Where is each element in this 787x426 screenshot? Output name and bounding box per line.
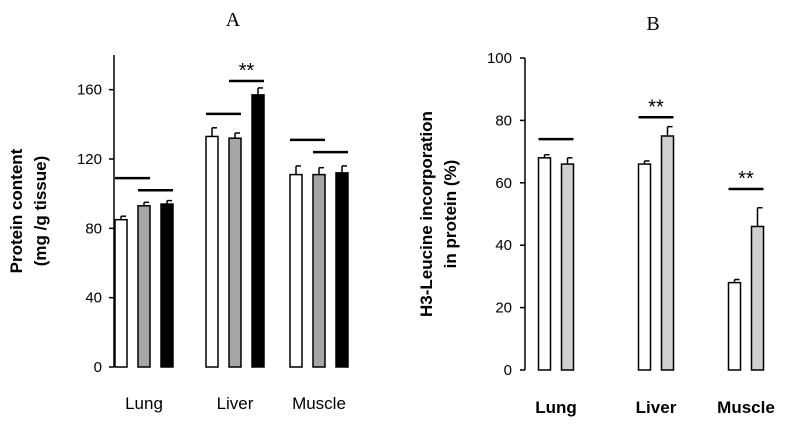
panel-b-category-label: Lung [535, 398, 577, 417]
panel-b-bar [637, 163, 652, 371]
panel-b-y-tick-label: 100 [487, 50, 512, 67]
panel-b-bar [660, 135, 675, 371]
panel-a-chart: 0 40 80 120 160 Protein content (mg /g tissue)… [7, 55, 349, 413]
panel-b-y-tick-label: 0 [504, 362, 512, 379]
panel-a-bar [160, 203, 174, 368]
panel-b-y-axis-label: in protein (%) [441, 160, 460, 269]
panel-b-y-axis-label: H3-Leucine incorporation [417, 111, 436, 317]
panel-b-category-label: Liver [636, 398, 677, 417]
panel-a-bar [205, 135, 219, 368]
panel-a-significance-label: ** [239, 60, 255, 82]
panel-a-category-label: Lung [125, 394, 163, 413]
panel-a-bar [228, 137, 242, 368]
panel-a-bar [251, 94, 265, 368]
panel-a-title: A [226, 9, 241, 31]
panel-b-bar [560, 163, 575, 371]
panel-a-category-label: Liver [217, 394, 254, 413]
panel-a-y-axis-label: Protein content [7, 148, 26, 273]
panel-a-category-label: Muscle [292, 394, 346, 413]
panel-a-bar [114, 218, 128, 368]
panel-a-bar [289, 173, 303, 368]
panel-b-y-tick-label: 20 [495, 300, 512, 317]
panel-a-y-tick-label: 0 [94, 359, 102, 376]
panel-b-significance-label: ** [738, 168, 754, 190]
panel-b-significance-label: ** [648, 96, 664, 118]
panel-b-title: B [646, 13, 659, 35]
panel-b-bar [727, 281, 742, 371]
panel-b-y-tick-label: 40 [495, 237, 512, 254]
panel-a-bar [335, 172, 349, 368]
panel-b-chart: 0 20 40 60 80 100 H3-Leucine incorporation in p… [417, 50, 775, 417]
panel-a-y-tick-label: 40 [85, 290, 102, 307]
panel-b-category-label: Muscle [717, 398, 775, 417]
panel-b-bar [537, 157, 552, 371]
panel-a-bar [137, 205, 151, 368]
panel-a-y-axis-label: (mg /g tissue) [31, 156, 50, 267]
panel-a-y-tick-label: 120 [77, 151, 102, 168]
panel-b-bar [750, 225, 765, 371]
panel-b-y-tick-label: 60 [495, 175, 512, 192]
panel-b-y-tick-label: 80 [495, 112, 512, 129]
panel-a-y-tick-label: 80 [85, 220, 102, 237]
panel-a-y-tick-label: 160 [77, 82, 102, 99]
panel-a-bar [312, 173, 326, 368]
